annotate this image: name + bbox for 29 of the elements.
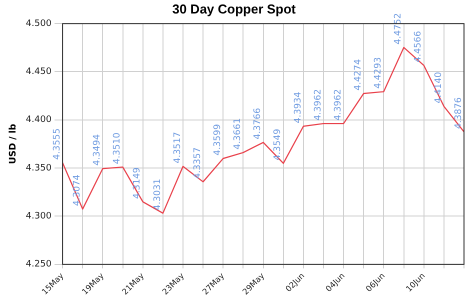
- text: 4.3031: [152, 178, 163, 210]
- text: 4.3549: [273, 128, 284, 160]
- text: 4.3149: [132, 167, 143, 199]
- text: 4.4752: [394, 12, 404, 44]
- text: 4.3494: [92, 134, 103, 166]
- y-tick-label: 4.500: [26, 18, 52, 29]
- text: 4.3510: [112, 132, 123, 164]
- text: 4.3962: [333, 89, 344, 121]
- text: 4.3599: [212, 124, 223, 156]
- y-axis-title: USD / lb: [8, 123, 19, 164]
- y-tick-label: 4.300: [26, 212, 52, 222]
- text: 4.3555: [52, 128, 62, 160]
- text: 4.3517: [172, 132, 183, 164]
- text: 4.4274: [353, 59, 364, 91]
- text: 4.3357: [192, 147, 203, 179]
- text: 4.3962: [313, 89, 324, 121]
- text: 4.4140: [434, 72, 444, 104]
- text: 4.4293: [374, 57, 384, 89]
- text: 4.3934: [293, 92, 304, 124]
- text: 4.4566: [414, 30, 424, 62]
- text: 4.3876: [454, 97, 464, 129]
- text: 4.3766: [253, 108, 264, 140]
- y-tick-label: 4.400: [26, 115, 52, 126]
- y-tick-label: 4.350: [26, 163, 52, 174]
- y-tick-label: 4.450: [26, 67, 52, 78]
- y-tick-label: 4.250: [26, 260, 52, 270]
- text: 4.3074: [72, 174, 82, 206]
- chart-title: 30 Day Copper Spot: [172, 1, 296, 16]
- text: 4.3661: [233, 118, 244, 150]
